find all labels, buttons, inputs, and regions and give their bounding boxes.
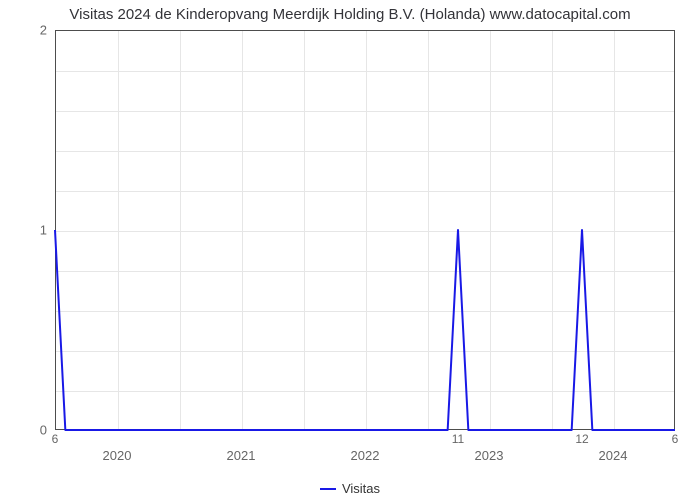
chart-title: Visitas 2024 de Kinderopvang Meerdijk Ho…: [0, 0, 700, 23]
x-secondary-label: 6: [672, 430, 679, 446]
legend-label: Visitas: [342, 481, 380, 496]
legend-swatch: [320, 488, 336, 490]
x-tick-label: 2024: [599, 430, 628, 463]
x-secondary-label: 11: [452, 430, 464, 446]
plot-area: 01261112620202021202220232024: [55, 30, 675, 430]
line-series: [55, 30, 675, 430]
y-tick-label: 2: [40, 23, 55, 38]
y-tick-label: 1: [40, 223, 55, 238]
x-tick-label: 2022: [351, 430, 380, 463]
chart-container: Visitas 2024 de Kinderopvang Meerdijk Ho…: [0, 0, 700, 500]
x-secondary-label: 6: [52, 430, 59, 446]
x-tick-label: 2023: [475, 430, 504, 463]
x-secondary-label: 12: [575, 430, 588, 446]
x-tick-label: 2020: [103, 430, 132, 463]
x-tick-label: 2021: [227, 430, 256, 463]
legend: Visitas: [0, 480, 700, 496]
